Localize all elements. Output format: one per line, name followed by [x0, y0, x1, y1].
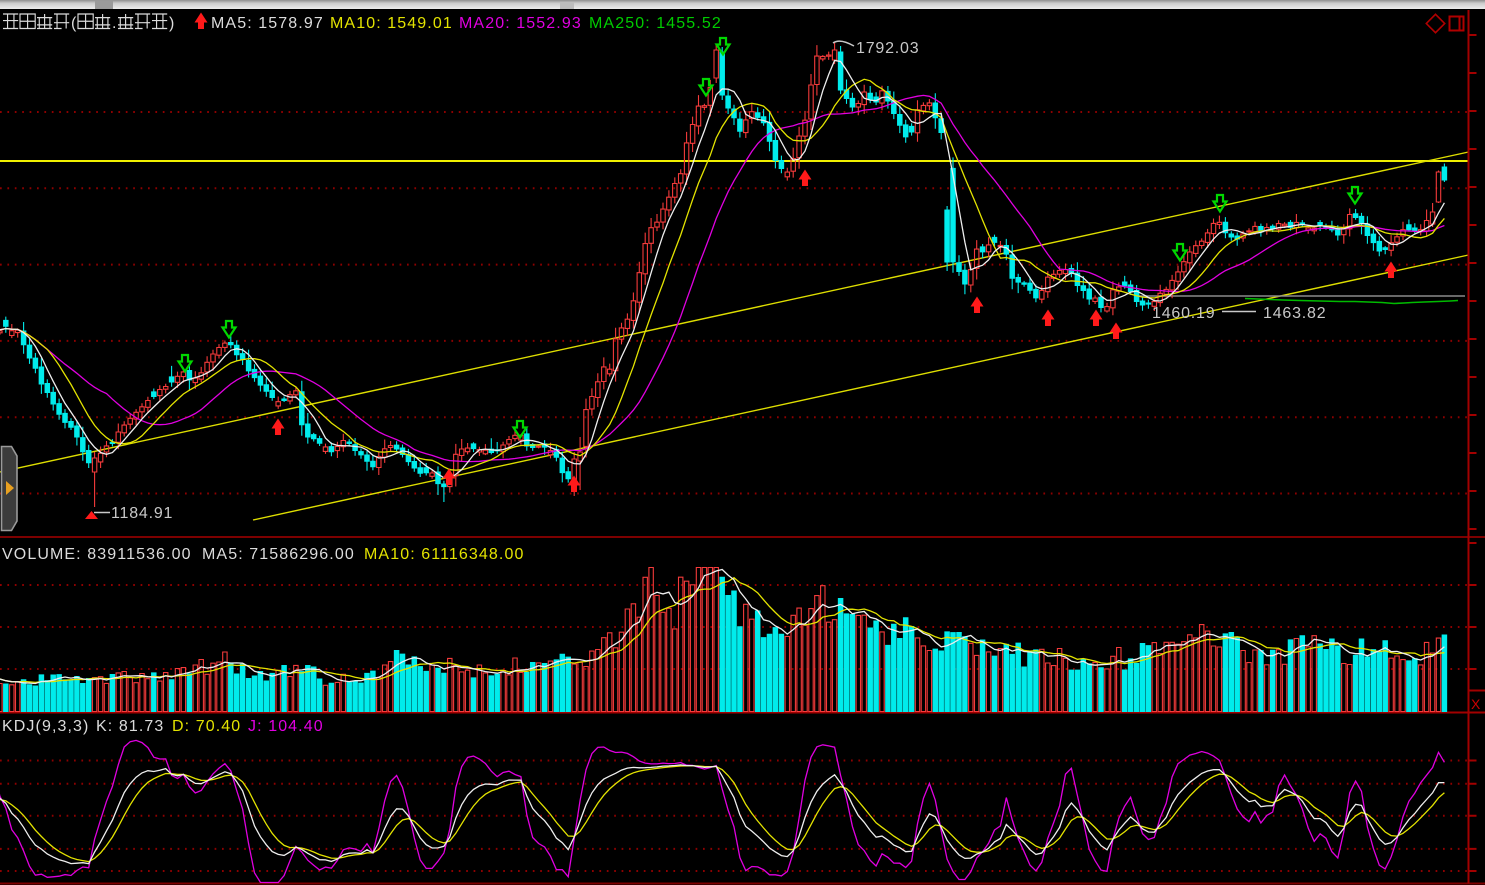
svg-text:VOLUME: 83911536.00: VOLUME: 83911536.00 — [2, 546, 192, 563]
svg-text:(: ( — [71, 15, 77, 32]
svg-text:MA250: 1455.52: MA250: 1455.52 — [589, 15, 722, 32]
svg-text:MA10: 61116348.00: MA10: 61116348.00 — [364, 546, 524, 563]
svg-text:.: . — [112, 15, 116, 32]
svg-text:1463.82: 1463.82 — [1263, 305, 1326, 322]
svg-text:1184.91: 1184.91 — [111, 505, 173, 522]
svg-text:KDJ(9,3,3): KDJ(9,3,3) — [2, 718, 89, 735]
svg-text:MA10: 1549.01: MA10: 1549.01 — [330, 15, 453, 32]
svg-text:1792.03: 1792.03 — [856, 40, 919, 57]
svg-text:D: 70.40: D: 70.40 — [172, 718, 241, 735]
svg-text:MA5: 1578.97: MA5: 1578.97 — [211, 15, 324, 32]
svg-text:X: X — [1471, 696, 1481, 712]
svg-text:1460.19: 1460.19 — [1152, 305, 1215, 322]
svg-text:MA20: 1552.93: MA20: 1552.93 — [459, 15, 582, 32]
svg-text:K: 81.73: K: 81.73 — [96, 718, 164, 735]
svg-text:J: 104.40: J: 104.40 — [248, 718, 324, 735]
svg-text:MA5: 71586296.00: MA5: 71586296.00 — [202, 546, 355, 563]
svg-text:): ) — [169, 15, 174, 32]
